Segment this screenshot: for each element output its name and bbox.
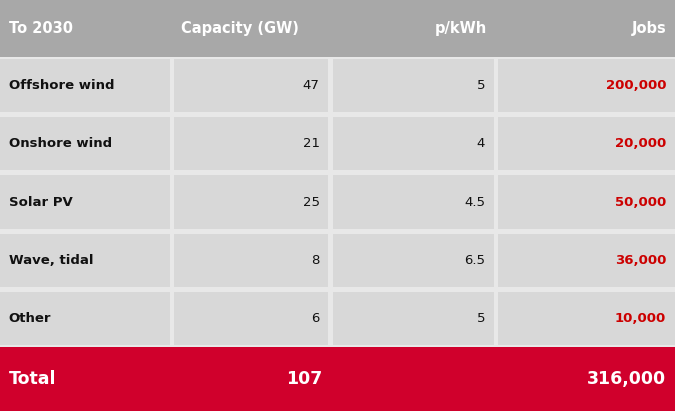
- Bar: [498, 233, 675, 287]
- Bar: [333, 117, 494, 171]
- Text: 5: 5: [477, 312, 485, 325]
- Text: Offshore wind: Offshore wind: [9, 79, 114, 92]
- Text: Jobs: Jobs: [632, 21, 666, 36]
- Bar: [174, 233, 328, 287]
- Text: 36,000: 36,000: [615, 254, 666, 267]
- Bar: [174, 175, 328, 229]
- Text: 200,000: 200,000: [605, 79, 666, 92]
- Bar: [0, 233, 169, 287]
- Text: Solar PV: Solar PV: [9, 196, 72, 208]
- Bar: [333, 233, 494, 287]
- Text: Onshore wind: Onshore wind: [9, 137, 112, 150]
- Text: Wave, tidal: Wave, tidal: [9, 254, 93, 267]
- Bar: [0, 0, 675, 57]
- Text: 10,000: 10,000: [615, 312, 666, 325]
- Text: 8: 8: [311, 254, 320, 267]
- Bar: [0, 117, 169, 171]
- Text: 5: 5: [477, 79, 485, 92]
- Text: 6.5: 6.5: [464, 254, 485, 267]
- Bar: [174, 292, 328, 345]
- Text: 20,000: 20,000: [615, 137, 666, 150]
- Text: 4: 4: [477, 137, 485, 150]
- Bar: [174, 59, 328, 112]
- Bar: [333, 175, 494, 229]
- Bar: [498, 292, 675, 345]
- Text: 21: 21: [302, 137, 320, 150]
- Text: 25: 25: [302, 196, 320, 208]
- Text: 316,000: 316,000: [587, 370, 666, 388]
- Text: 50,000: 50,000: [615, 196, 666, 208]
- Bar: [0, 57, 675, 347]
- Text: Capacity (GW): Capacity (GW): [181, 21, 299, 36]
- Bar: [0, 59, 169, 112]
- Bar: [498, 175, 675, 229]
- Bar: [498, 117, 675, 171]
- Text: 107: 107: [286, 370, 322, 388]
- Text: 47: 47: [302, 79, 320, 92]
- Text: To 2030: To 2030: [9, 21, 73, 36]
- Text: 6: 6: [311, 312, 320, 325]
- Text: p/kWh: p/kWh: [435, 21, 487, 36]
- Bar: [0, 347, 675, 411]
- Bar: [174, 117, 328, 171]
- Bar: [0, 175, 169, 229]
- Bar: [333, 59, 494, 112]
- Text: Total: Total: [9, 370, 56, 388]
- Text: Other: Other: [9, 312, 51, 325]
- Bar: [498, 59, 675, 112]
- Bar: [0, 292, 169, 345]
- Text: 4.5: 4.5: [464, 196, 485, 208]
- Bar: [333, 292, 494, 345]
